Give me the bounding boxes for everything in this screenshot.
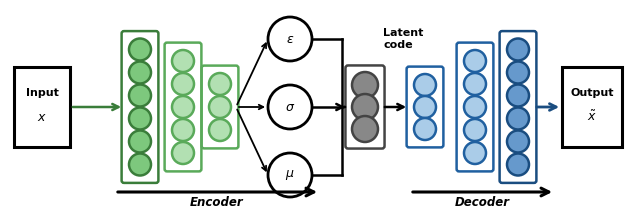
Circle shape (352, 116, 378, 142)
Text: Encoder: Encoder (190, 196, 244, 209)
Circle shape (352, 72, 378, 98)
Circle shape (414, 96, 436, 118)
Circle shape (464, 96, 486, 118)
Circle shape (172, 73, 194, 95)
Circle shape (209, 73, 231, 95)
FancyBboxPatch shape (14, 67, 70, 147)
Circle shape (129, 153, 151, 175)
Circle shape (268, 85, 312, 129)
Circle shape (464, 50, 486, 72)
Circle shape (209, 96, 231, 118)
Circle shape (352, 94, 378, 120)
Circle shape (414, 118, 436, 140)
FancyBboxPatch shape (562, 67, 622, 147)
Circle shape (507, 85, 529, 107)
Text: Output: Output (570, 88, 614, 98)
Text: $\mu$: $\mu$ (285, 168, 295, 182)
Text: Latent
code: Latent code (383, 28, 424, 50)
Text: $\varepsilon$: $\varepsilon$ (286, 33, 294, 46)
Circle shape (507, 153, 529, 175)
Circle shape (172, 96, 194, 118)
Circle shape (129, 39, 151, 61)
Text: $\tilde{x}$: $\tilde{x}$ (587, 110, 597, 124)
Text: Input: Input (26, 88, 58, 98)
Circle shape (129, 107, 151, 129)
Circle shape (464, 142, 486, 164)
Circle shape (507, 107, 529, 129)
Circle shape (172, 142, 194, 164)
Circle shape (464, 119, 486, 141)
Circle shape (414, 74, 436, 96)
Circle shape (129, 131, 151, 153)
Circle shape (507, 131, 529, 153)
Circle shape (172, 50, 194, 72)
Circle shape (129, 85, 151, 107)
Text: $\sigma$: $\sigma$ (285, 101, 295, 113)
Circle shape (268, 17, 312, 61)
Circle shape (129, 61, 151, 83)
Circle shape (507, 39, 529, 61)
Circle shape (507, 61, 529, 83)
Text: Decoder: Decoder (454, 196, 509, 209)
Circle shape (268, 153, 312, 197)
Circle shape (464, 73, 486, 95)
Circle shape (172, 119, 194, 141)
Text: $x$: $x$ (37, 110, 47, 123)
Circle shape (209, 119, 231, 141)
